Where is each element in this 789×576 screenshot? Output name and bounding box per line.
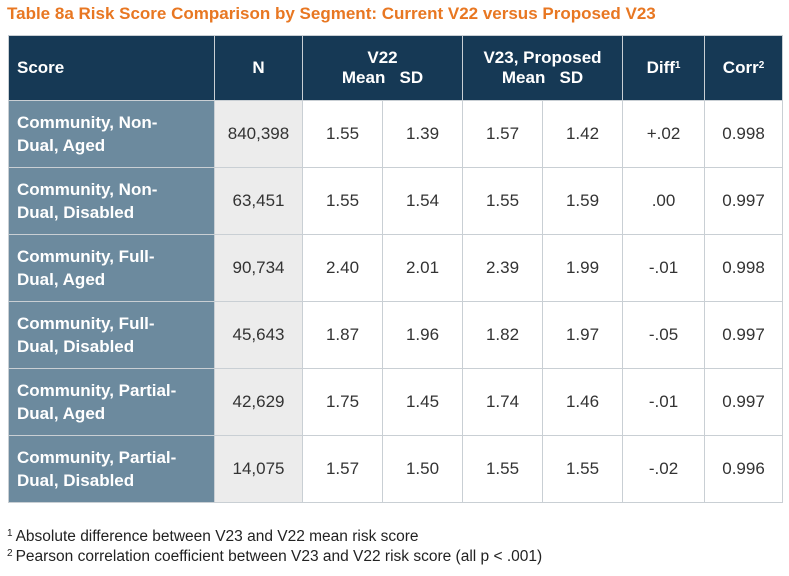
cell-n: 42,629	[214, 368, 303, 436]
footnote-marker: 2	[7, 548, 13, 559]
cell-v22-mean: 1.55	[302, 167, 383, 235]
table-title: Table 8a Risk Score Comparison by Segmen…	[7, 4, 656, 23]
cell-corr: 0.997	[704, 301, 784, 369]
cell-v23-sd: 1.46	[542, 368, 624, 436]
footnote-text: Absolute difference between V23 and V22 …	[15, 528, 419, 545]
cell-corr: 0.998	[704, 234, 784, 302]
header-row: Score N V22 Mean SD V23, Proposed Mean S…	[8, 35, 784, 101]
row-label-line-1: Community, Partial-	[17, 448, 177, 467]
header-v22-subheads: Mean SD	[303, 68, 462, 88]
cell-v23-mean: 1.82	[462, 301, 544, 369]
cell-corr: 0.998	[704, 100, 784, 168]
cell-diff: -.01	[622, 368, 706, 436]
cell-v22-sd: 1.50	[381, 435, 464, 503]
header-v22-sd: SD	[399, 68, 424, 87]
cell-v22-mean: 2.40	[302, 234, 383, 302]
header-diff-label: Diff	[646, 58, 675, 77]
cell-v22-sd: 1.96	[381, 301, 464, 369]
header-v23-subheads: Mean SD	[463, 68, 622, 88]
cell-n: 90,734	[214, 234, 303, 302]
table-row: Community, Full- Dual, Disabled 45,643 1.…	[8, 301, 784, 369]
row-label: Community, Partial- Dual, Aged	[8, 368, 215, 436]
cell-corr: 0.997	[704, 167, 784, 235]
header-v22-label: V22	[367, 48, 398, 67]
cell-v22-mean: 1.87	[302, 301, 383, 369]
row-label-line-2: Dual, Disabled	[17, 203, 135, 222]
row-label: Community, Full- Dual, Disabled	[8, 301, 215, 369]
row-label-line-1: Community, Non-	[17, 113, 158, 132]
cell-v22-sd: 1.54	[381, 167, 464, 235]
cell-corr: 0.996	[704, 435, 784, 503]
table-row: Community, Full- Dual, Aged 90,734 2.40 2…	[8, 234, 784, 302]
table-row: Community, Partial- Dual, Aged 42,629 1.7…	[8, 368, 784, 436]
header-v23-label: V23, Proposed	[483, 48, 602, 67]
row-label: Community, Non- Dual, Disabled	[8, 167, 215, 235]
header-diff-footnote-marker: 1	[674, 60, 681, 71]
cell-v23-mean: 1.55	[462, 167, 544, 235]
cell-v23-sd: 1.42	[542, 100, 624, 168]
risk-score-table: Score N V22 Mean SD V23, Proposed Mean S…	[8, 35, 784, 503]
cell-v22-sd: 2.01	[381, 234, 464, 302]
cell-v23-sd: 1.97	[542, 301, 624, 369]
cell-v23-sd: 1.99	[542, 234, 624, 302]
header-n: N	[214, 35, 303, 101]
header-corr-label: Corr	[722, 58, 759, 77]
cell-v22-mean: 1.57	[302, 435, 383, 503]
cell-diff: -.01	[622, 234, 706, 302]
footnote-1: 1 Absolute difference between V23 and V22…	[7, 527, 542, 547]
cell-corr: 0.997	[704, 368, 784, 436]
cell-v22-mean: 1.55	[302, 100, 383, 168]
footnotes: 1 Absolute difference between V23 and V22…	[7, 527, 542, 567]
cell-n: 63,451	[214, 167, 303, 235]
cell-v23-sd: 1.59	[542, 167, 624, 235]
cell-v23-mean: 1.55	[462, 435, 544, 503]
cell-v23-mean: 1.57	[462, 100, 544, 168]
cell-v23-sd: 1.55	[542, 435, 624, 503]
footnote-2: 2 Pearson correlation coefficient between…	[7, 547, 542, 567]
cell-diff: +.02	[622, 100, 706, 168]
header-v23: V23, Proposed Mean SD	[462, 35, 624, 101]
cell-v22-sd: 1.39	[381, 100, 464, 168]
row-label-line-2: Dual, Disabled	[17, 337, 135, 356]
table-header: Score N V22 Mean SD V23, Proposed Mean S…	[8, 35, 784, 101]
row-label: Community, Full- Dual, Aged	[8, 234, 215, 302]
cell-diff: -.02	[622, 435, 706, 503]
row-label-line-1: Community, Non-	[17, 180, 158, 199]
cell-n: 14,075	[214, 435, 303, 503]
header-v23-sd: SD	[559, 68, 584, 87]
footnote-marker: 1	[7, 528, 13, 539]
header-corr: Corr2	[704, 35, 784, 101]
header-v22: V22 Mean SD	[301, 35, 464, 101]
header-score: Score	[8, 35, 215, 101]
table-row: Community, Partial- Dual, Disabled 14,075…	[8, 435, 784, 503]
table-body: Community, Non- Dual, Aged 840,398 1.55 1…	[8, 100, 784, 503]
cell-v23-mean: 2.39	[462, 234, 544, 302]
cell-diff: -.05	[622, 301, 706, 369]
footnote-text: Pearson correlation coefficient between …	[15, 548, 543, 565]
row-label-line-1: Community, Full-	[17, 314, 155, 333]
row-label-line-2: Dual, Aged	[17, 136, 106, 155]
header-v22-mean: Mean	[341, 68, 386, 87]
table-row: Community, Non- Dual, Aged 840,398 1.55 1…	[8, 100, 784, 168]
cell-n: 840,398	[214, 100, 303, 168]
row-label: Community, Partial- Dual, Disabled	[8, 435, 215, 503]
cell-v22-sd: 1.45	[381, 368, 464, 436]
cell-v23-mean: 1.74	[462, 368, 544, 436]
cell-n: 45,643	[214, 301, 303, 369]
header-v23-mean: Mean	[501, 68, 546, 87]
row-label-line-2: Dual, Disabled	[17, 471, 135, 490]
row-label-line-2: Dual, Aged	[17, 404, 106, 423]
cell-v22-mean: 1.75	[302, 368, 383, 436]
row-label: Community, Non- Dual, Aged	[8, 100, 215, 168]
row-label-line-2: Dual, Aged	[17, 270, 106, 289]
row-label-line-1: Community, Partial-	[17, 381, 177, 400]
table-row: Community, Non- Dual, Disabled 63,451 1.5…	[8, 167, 784, 235]
row-label-line-1: Community, Full-	[17, 247, 155, 266]
cell-diff: .00	[622, 167, 706, 235]
header-diff: Diff1	[622, 35, 706, 101]
header-corr-footnote-marker: 2	[758, 60, 765, 71]
